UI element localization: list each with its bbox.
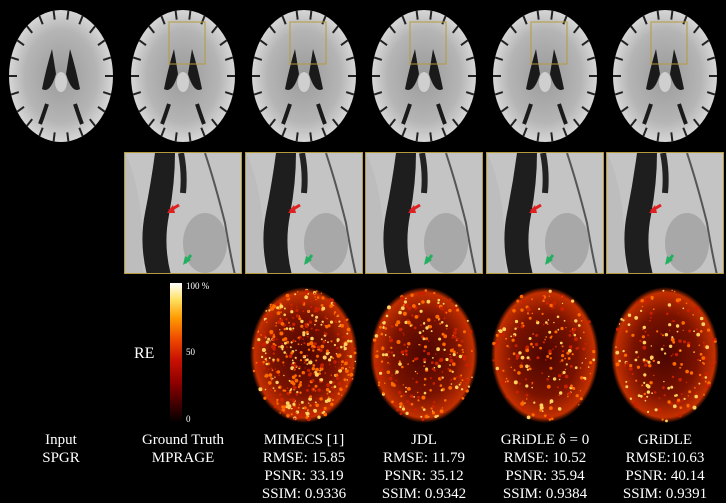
zoom-roi-jdl [365,152,483,274]
caption-mimecs-line3: PSNR: 33.19 [264,468,344,484]
caption-input-line1: Input [45,432,77,448]
caption-gridle: GRiDLE RMSE:10.63 PSNR: 40.14 SSIM: 0.9391 [605,431,725,503]
caption-input: Input SPGR [1,431,121,503]
caption-mimecs-line1: MIMECS [1] [263,432,345,448]
caption-input-line3 [1,467,121,485]
caption-jdl-line2: RMSE: 11.79 [383,450,465,466]
caption-mimecs-line2: RMSE: 15.85 [262,450,346,466]
relative-error-colorbar [170,283,182,423]
caption-gt-line4 [123,485,243,503]
zoom-roi-mimecs [245,152,363,274]
zoom-roi-gridle [606,152,724,274]
brain-slice-gridle0 [486,4,604,147]
brain-slice-gt [124,4,242,147]
caption-jdl: JDL RMSE: 11.79 PSNR: 35.12 SSIM: 0.9342 [364,431,484,503]
caption-gridle-line4: SSIM: 0.9391 [622,486,708,502]
error-map-gridle0 [486,282,604,427]
caption-gridle0-line2: RMSE: 10.52 [503,450,587,466]
caption-gridle0: GRiDLE δ = 0 RMSE: 10.52 PSNR: 35.94 SSIM: … [485,431,605,503]
brain-slice-jdl [365,4,483,147]
zoom-roi-gridle0 [486,152,604,274]
caption-gt-line3 [123,467,243,485]
error-map-gridle [606,282,724,427]
caption-gridle0-line4: SSIM: 0.9384 [502,486,588,502]
caption-input-line4 [1,485,121,503]
caption-gridle-line2: RMSE:10.63 [625,450,705,466]
brain-slice-input [2,4,120,147]
caption-gridle0-line3: PSNR: 35.94 [505,468,585,484]
caption-gt: Ground Truth MPRAGE [123,431,243,503]
caption-input-line2: SPGR [42,450,80,466]
caption-mimecs: MIMECS [1] RMSE: 15.85 PSNR: 33.19 SSIM: 0.… [244,431,364,503]
error-map-mimecs [245,282,363,427]
colorbar-tick-mid: 50 [186,347,195,357]
caption-jdl-line3: PSNR: 35.12 [384,468,464,484]
colorbar-tick-top: 100 % [186,281,210,291]
error-map-jdl [365,282,483,427]
caption-jdl-line4: SSIM: 0.9342 [381,486,467,502]
brain-slice-gridle [606,4,724,147]
brain-slice-mimecs [245,4,363,147]
caption-gt-line2: MPRAGE [151,450,215,466]
colorbar-tick-bottom: 0 [186,414,191,424]
zoom-roi-gt [124,152,242,274]
caption-jdl-line1: JDL [411,432,437,448]
caption-gridle-line3: PSNR: 40.14 [625,468,705,484]
caption-gridle0-line1: GRiDLE δ = 0 [500,432,590,448]
caption-mimecs-line4: SSIM: 0.9336 [261,486,347,502]
caption-gridle-line1: GRiDLE [637,432,693,448]
colorbar-label: RE [134,345,155,362]
caption-gt-line1: Ground Truth [141,432,225,448]
